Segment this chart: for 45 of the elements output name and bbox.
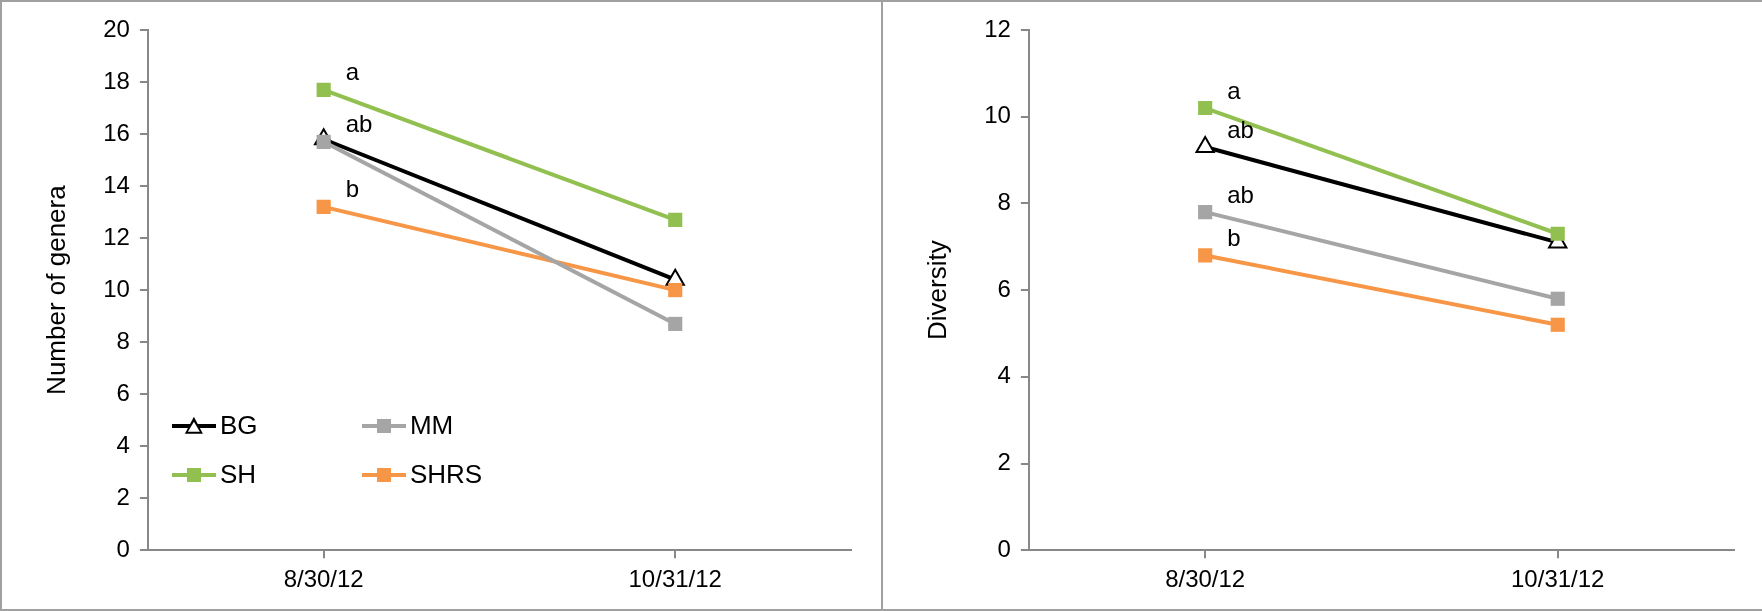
annotation: ab [1227,115,1254,143]
y-tick-label: 4 [116,430,130,458]
point [668,212,683,227]
point [1550,291,1565,306]
legend-label: SHRS [409,459,483,491]
legend-label: SH [219,459,257,491]
point [1198,100,1213,116]
point [1198,205,1213,220]
x-tick-label: 8/30/12 [283,565,364,593]
point [316,199,331,214]
y-tick-label: 8 [997,188,1011,216]
point [316,82,331,97]
y-tick-label: 0 [116,534,130,562]
point [1550,317,1565,332]
point [668,316,683,331]
y-tick-label: 6 [116,378,130,406]
y-tick-label: 20 [103,14,130,42]
annotation: ab [1227,180,1254,208]
y-axis-title: Diversity [921,240,952,340]
annotation: b [1227,224,1241,252]
y-tick-label: 6 [997,274,1011,302]
x-tick-label: 10/31/12 [1511,565,1605,593]
point [668,283,683,298]
annotation: ab [345,110,373,138]
y-tick-label: 10 [984,101,1011,129]
y-tick-label: 2 [116,482,130,510]
annotation: a [1227,76,1242,104]
x-tick-label: 10/31/12 [628,565,722,593]
y-tick-label: 4 [997,361,1011,389]
y-axis-title: Number of genera [40,184,71,395]
y-tick-label: 18 [103,66,130,94]
y-tick-label: 0 [997,534,1011,562]
legend-label: MM [409,410,454,442]
y-tick-label: 16 [103,118,130,146]
y-tick-label: 2 [997,448,1011,476]
point [1198,248,1213,263]
annotation: a [345,58,360,86]
y-tick-label: 8 [116,326,130,354]
y-tick-label: 10 [103,274,130,302]
annotation: b [345,175,360,203]
y-tick-label: 12 [984,14,1011,42]
y-tick-label: 14 [103,170,130,198]
y-tick-label: 12 [103,222,130,250]
x-tick-label: 8/30/12 [1165,565,1246,593]
legend-label: BG [219,410,258,442]
